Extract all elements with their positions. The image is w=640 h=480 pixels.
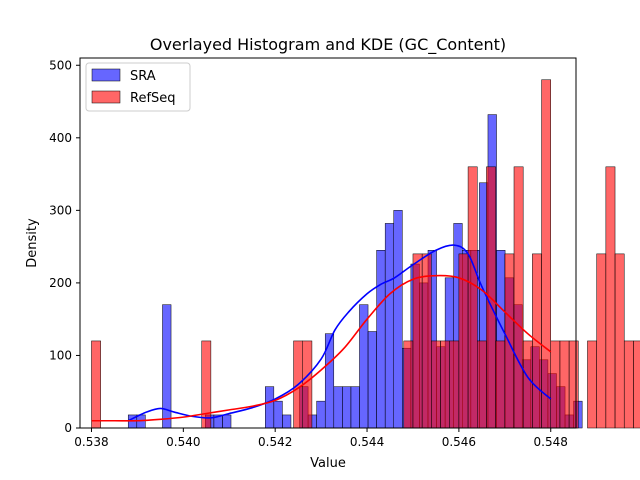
bar-refseq (449, 340, 460, 429)
bar-refseq (467, 166, 478, 429)
bar-refseq (91, 340, 101, 429)
x-tick-label: 0.542 (258, 435, 292, 449)
bars-layer (91, 79, 640, 429)
kde-layer (91, 244, 552, 422)
y-tick-label: 400 (49, 131, 72, 145)
bar-sra (333, 386, 343, 429)
x-axis-label: Value (310, 456, 346, 471)
legend: SRA RefSeq (85, 62, 191, 112)
bar-sra (384, 223, 394, 429)
chart-title: Overlayed Histogram and KDE (GC_Content) (150, 35, 506, 55)
bar-refseq (614, 253, 625, 429)
bar-refseq (522, 340, 533, 429)
bar-sra (282, 414, 292, 429)
bar-sra (350, 386, 360, 429)
bar-refseq (623, 340, 634, 429)
legend-swatch-sra (91, 68, 121, 82)
bar-refseq (431, 340, 441, 429)
bar-refseq (495, 340, 506, 429)
bar-refseq (504, 253, 515, 429)
x-tick-label: 0.548 (534, 435, 568, 449)
bar-refseq (633, 340, 640, 429)
bar-refseq (550, 340, 561, 429)
bar-sra (316, 400, 326, 429)
bar-refseq (477, 340, 487, 429)
bar-sra (342, 386, 352, 429)
bar-sra (393, 210, 403, 429)
y-tick-label: 500 (49, 58, 72, 72)
bar-sra (367, 331, 377, 429)
y-ticks: 0 100 200 300 400 500 (49, 58, 80, 435)
bar-sra (265, 386, 275, 429)
y-tick-label: 200 (49, 276, 72, 290)
bar-refseq (596, 253, 607, 429)
legend-label-refseq: RefSeq (130, 91, 176, 106)
bar-refseq (605, 166, 616, 429)
bar-refseq (403, 340, 414, 429)
legend-label-sra: SRA (130, 69, 156, 84)
y-tick-label: 100 (49, 348, 72, 362)
bar-sra (222, 414, 232, 429)
bar-refseq (559, 340, 570, 429)
bar-sra (273, 400, 283, 429)
bar-refseq (587, 340, 597, 429)
x-tick-label: 0.538 (74, 435, 108, 449)
x-tick-label: 0.540 (166, 435, 200, 449)
bar-sra (376, 250, 386, 429)
y-tick-label: 300 (49, 203, 72, 217)
bar-refseq (201, 340, 212, 429)
bar-refseq (412, 253, 423, 429)
plot-frame (79, 57, 577, 429)
bar-refseq (421, 253, 432, 429)
x-tick-label: 0.544 (350, 435, 384, 449)
x-ticks: 0.538 0.540 0.542 0.544 0.546 0.548 (74, 428, 568, 449)
bar-refseq (513, 166, 524, 429)
legend-swatch-refseq (91, 90, 121, 104)
x-tick-label: 0.546 (442, 435, 476, 449)
y-axis-label: Density (25, 218, 40, 268)
kde-line-refseq (91, 274, 552, 422)
bar-refseq (541, 79, 551, 429)
bar-refseq (568, 340, 579, 429)
bar-refseq (440, 340, 450, 429)
y-tick-label: 0 (64, 421, 72, 435)
